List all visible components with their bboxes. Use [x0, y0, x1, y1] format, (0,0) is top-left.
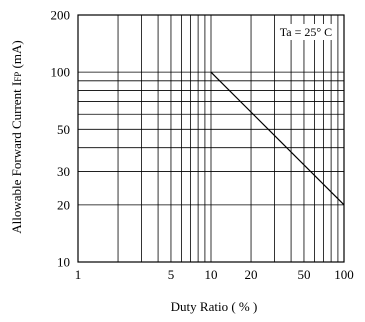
x-tick-labels: 1 5 10 20 50 100	[75, 267, 354, 282]
y-tick-label: 100	[51, 65, 71, 80]
x-tick-label: 5	[168, 267, 175, 282]
series-lines	[210, 71, 345, 206]
x-tick-label: 20	[245, 267, 258, 282]
y-axis-title-unit: (mA)	[9, 40, 24, 71]
y-tick-label: 30	[57, 164, 70, 179]
y-tick-label: 200	[51, 8, 71, 23]
annotation-background	[276, 24, 336, 40]
y-axis-title: Allowable Forward Current IFP (mA)	[9, 40, 24, 233]
x-tick-label: 50	[297, 267, 310, 282]
x-tick-label: 1	[75, 267, 82, 282]
y-tick-labels: 10 20 30 50 100 200	[51, 8, 71, 270]
x-axis-title: Duty Ratio ( % )	[171, 299, 258, 314]
grid-lines	[78, 15, 344, 262]
annotation-label: Ta = 25° C	[280, 25, 332, 39]
y-tick-label: 50	[57, 122, 70, 137]
y-tick-label: 20	[57, 197, 70, 212]
x-tick-label: 100	[334, 267, 354, 282]
series-line	[210, 71, 345, 206]
y-axis-title-subscript: FP	[13, 72, 23, 82]
x-tick-label: 10	[205, 267, 218, 282]
y-axis-title-main: Allowable Forward Current I	[9, 82, 24, 234]
y-tick-label: 10	[57, 255, 70, 270]
plot-frame	[77, 14, 345, 263]
